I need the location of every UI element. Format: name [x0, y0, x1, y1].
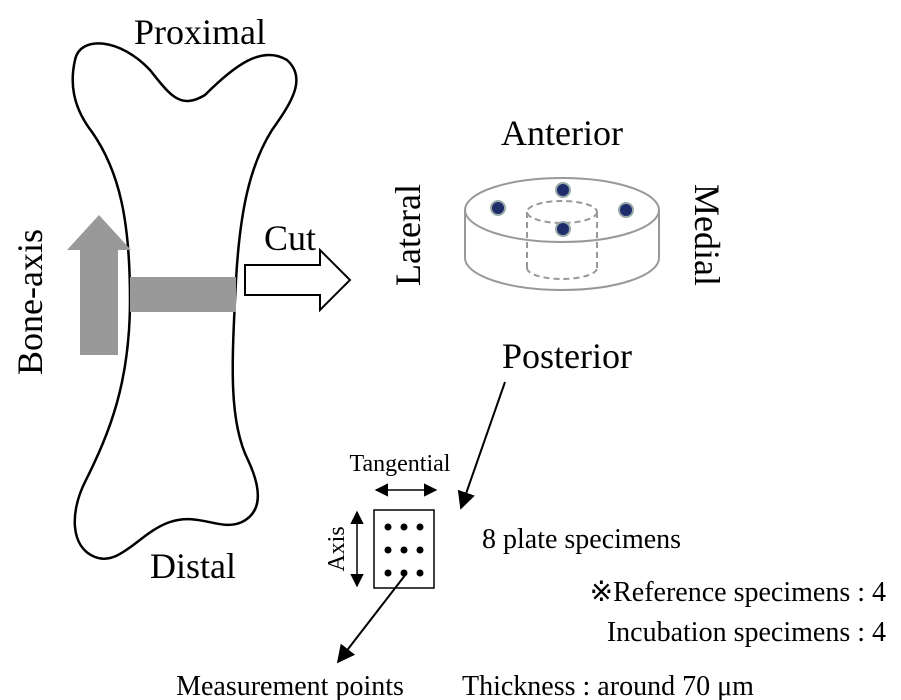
inner-cylinder — [526, 200, 598, 280]
label: Measurement points — [176, 671, 404, 700]
cut-arrow — [244, 247, 352, 313]
label: Tangential — [350, 451, 451, 477]
label: Incubation specimens : 4 — [607, 617, 886, 648]
arrow — [336, 573, 407, 664]
bone-axis-arrow — [67, 215, 131, 355]
arrow — [457, 381, 506, 510]
label: Axis — [324, 526, 350, 571]
bone-outline — [71, 42, 298, 560]
label: Thickness : around 70 μm — [462, 671, 754, 700]
label: Medial — [687, 184, 727, 286]
label: ※Reference specimens : 4 — [590, 577, 886, 608]
label: Distal — [150, 546, 236, 586]
label: Lateral — [388, 184, 428, 286]
label: 8 plate specimens — [482, 524, 681, 555]
label: Proximal — [134, 12, 266, 52]
cut-band — [130, 277, 236, 312]
label: Cut — [264, 218, 316, 258]
cylinder-dots — [490, 182, 634, 237]
label: Anterior — [501, 113, 623, 153]
cylinder — [464, 177, 660, 291]
label: Bone-axis — [10, 229, 50, 375]
label: Posterior — [502, 336, 632, 376]
